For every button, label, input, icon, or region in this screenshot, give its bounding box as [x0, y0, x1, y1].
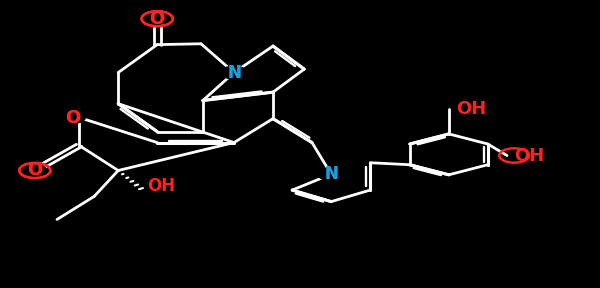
Circle shape: [145, 13, 169, 24]
Text: O: O: [149, 10, 165, 28]
Circle shape: [23, 165, 47, 176]
Text: O: O: [27, 162, 43, 179]
Text: N: N: [324, 165, 338, 183]
Circle shape: [221, 66, 247, 79]
Circle shape: [61, 112, 85, 123]
Text: O: O: [65, 109, 81, 126]
Text: OH: OH: [514, 147, 544, 164]
Text: N: N: [324, 165, 338, 183]
Text: N: N: [227, 64, 241, 82]
Text: N: N: [227, 64, 241, 82]
Text: O: O: [65, 109, 81, 126]
Text: O: O: [149, 10, 165, 28]
Text: OH: OH: [147, 177, 175, 195]
Text: O: O: [27, 162, 43, 179]
Text: OH: OH: [456, 101, 486, 118]
Circle shape: [318, 168, 344, 181]
